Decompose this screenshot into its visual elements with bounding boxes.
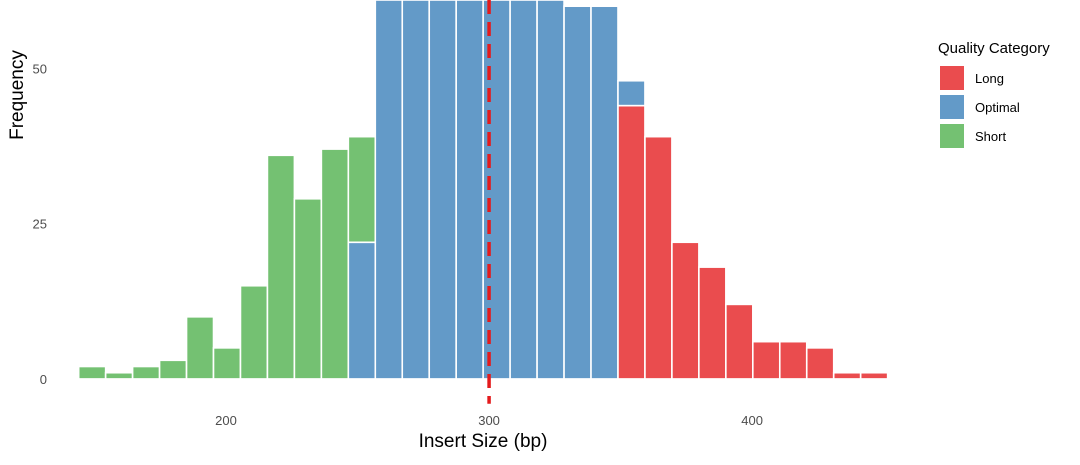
legend-items: Long Optimal Short xyxy=(940,66,1020,148)
bar-long-bin-28 xyxy=(832,371,862,380)
bar-optimal-bin-12 xyxy=(401,0,431,380)
x-axis-ticks: 200 300 400 xyxy=(215,413,763,428)
y-axis-ticks: 0 25 50 xyxy=(33,61,47,387)
legend-key-optimal xyxy=(940,95,964,119)
bar-short-bin-6 xyxy=(239,284,269,380)
bars-layer xyxy=(77,0,889,380)
bar-long-bin-26 xyxy=(778,340,808,380)
legend-label-long: Long xyxy=(975,71,1004,86)
bar-optimal-bin-18 xyxy=(563,5,592,380)
bar-long-bin-24 xyxy=(725,303,754,380)
x-tick-400: 400 xyxy=(741,413,763,428)
bar-long-bin-27 xyxy=(805,347,835,380)
y-tick-50: 50 xyxy=(33,61,47,76)
bar-short-bin-4 xyxy=(185,316,215,380)
bar-optimal-bin-14 xyxy=(455,0,484,380)
bar-short-bin-3 xyxy=(158,359,188,380)
bar-short-bin-5 xyxy=(212,347,242,380)
bar-optimal-bin-17 xyxy=(536,0,565,380)
bar-short-bin-8 xyxy=(293,197,323,380)
legend-label-optimal: Optimal xyxy=(975,100,1020,115)
x-axis-title: Insert Size (bp) xyxy=(419,431,548,452)
bar-optimal-bin-15 xyxy=(482,0,511,380)
bar-long-bin-29 xyxy=(859,371,889,380)
legend-key-long xyxy=(940,66,964,90)
bar-optimal-bin-11 xyxy=(374,0,404,380)
bar-long-bin-21 xyxy=(644,135,673,380)
legend: Quality Category Long Optimal Short xyxy=(938,40,1050,148)
bar-short-bin-9 xyxy=(320,148,350,380)
legend-key-short xyxy=(940,124,964,148)
bar-short-bin-0 xyxy=(77,365,107,380)
bar-long-bin-20 xyxy=(617,104,646,380)
bar-optimal-bin-13 xyxy=(428,0,458,380)
legend-title: Quality Category xyxy=(938,40,1050,57)
bar-optimal-bin-16 xyxy=(509,0,538,380)
bar-optimal-bin-10 xyxy=(347,241,377,380)
legend-label-short: Short xyxy=(975,129,1006,144)
bar-optimal-bin-19 xyxy=(590,5,619,380)
bar-short-bin-7 xyxy=(266,154,296,380)
bar-long-bin-23 xyxy=(698,266,727,380)
bar-short-bin-2 xyxy=(131,365,161,380)
bar-long-bin-22 xyxy=(671,241,700,380)
bar-short-bin-10 xyxy=(347,135,377,244)
x-tick-200: 200 xyxy=(215,413,237,428)
bar-short-bin-1 xyxy=(104,371,134,380)
x-tick-300: 300 xyxy=(478,413,500,428)
y-tick-0: 0 xyxy=(40,372,47,387)
y-axis-title: Frequency xyxy=(7,50,28,140)
y-tick-25: 25 xyxy=(33,217,47,232)
bar-optimal-bin-20 xyxy=(617,79,646,107)
bar-long-bin-25 xyxy=(752,340,781,380)
